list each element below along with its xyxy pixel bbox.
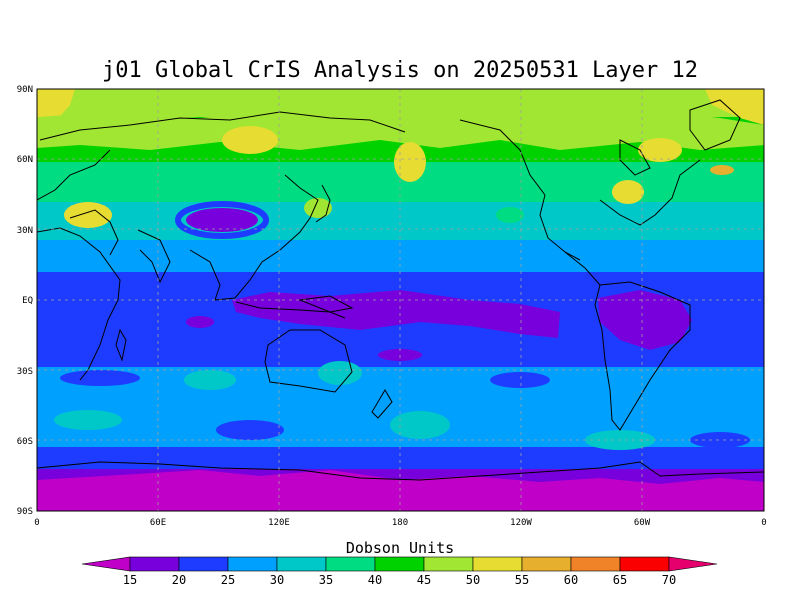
lat-label: 90S [17,507,33,517]
lat-label: 90N [17,85,33,95]
colorbar-tick-label: 20 [172,573,186,587]
lon-label: 0 [34,518,39,528]
colorbar-tick-label: 65 [613,573,627,587]
region-yellow-ne [705,89,764,125]
colorbar-tick-label: 50 [466,573,480,587]
coast-namerica-west [539,194,581,261]
coast-europe [37,149,111,201]
colorbar-max-arrow [668,556,718,572]
coast-antarctica [37,461,764,481]
colorbar-tick-label: 25 [221,573,235,587]
colorbar-tick-label: 55 [515,573,529,587]
region-blue-s1 [216,420,284,440]
coast-madagascar [115,328,127,362]
coast-india [137,229,171,284]
region-yellow-arctic-pac [394,142,426,182]
coast-newguinea [298,295,354,313]
band-south-high [37,447,764,469]
region-cyan-spacific [390,411,450,439]
lat-label: 60S [17,437,33,447]
coast-namerica-east [599,159,701,226]
lat-label: EQ [22,296,33,306]
colorbar [81,556,718,572]
colorbar-segment [619,556,670,572]
coast-hudson [619,139,651,176]
region-purple-wpacific [232,290,560,338]
colorbar-tick-label: 15 [123,573,137,587]
coast-indonesia [235,301,346,319]
region-yellow-canada [638,138,682,162]
coast-japan [315,184,331,223]
coast-alaska [459,119,546,196]
coast-greenland [689,99,741,151]
colorbar-tick-label: 40 [368,573,382,587]
coastlines [37,99,764,481]
lon-axis: 0 60E 120E 180 120W 60W 0 [34,518,766,528]
lat-label: 60N [17,155,33,165]
region-yellow-arabia [64,202,112,228]
lat-label: 30S [17,367,33,377]
region-purple-samerica [598,290,692,350]
lon-label: 60W [634,518,651,528]
coast-seasia [189,249,281,301]
region-yellow-japan [304,198,332,218]
region-purple-antarctic-bulge [37,470,764,495]
region-cyan-sindian [184,370,236,390]
region-orange-canada [710,165,734,175]
lon-label: 120W [510,518,532,528]
region-blue-s3 [690,432,750,448]
lon-label: 60E [150,518,166,528]
coast-australia [264,329,353,393]
colorbar-segment [276,556,327,572]
colorbar-tick-label: 35 [319,573,333,587]
lon-label: 120E [268,518,290,528]
map-title: j01 Global CrIS Analysis on 20250531 Lay… [102,58,698,83]
colorbar-tick-label: 30 [270,573,284,587]
colorbar-segment [227,556,278,572]
coast-arabia [69,209,119,256]
region-blue-s4 [60,370,140,386]
map-frame [36,88,765,512]
coast-china [279,174,319,251]
ozone-field [37,89,764,511]
region-lowozone-tibet [186,208,258,232]
region-yellow-siberia [222,126,278,154]
colorbar-ticks: 15 20 25 30 35 40 45 50 55 60 65 70 [123,573,676,587]
colorbar-tick-label: 70 [662,573,676,587]
colorbar-tick-label: 60 [564,573,578,587]
colorbar-title: Dobson Units [346,539,454,557]
colorbar-tick-label: 45 [417,573,431,587]
lon-label: 180 [392,518,408,528]
coast-nz [371,389,393,419]
coast-samerica [594,281,691,431]
region-green-pacific [496,207,524,223]
band-subtropic-north [37,202,764,240]
coast-arctic-eurasia [39,111,406,141]
region-lowozone-tibet-edge [175,201,269,239]
region-purple-indian [186,316,214,328]
graticule [37,89,764,511]
colorbar-segment [374,556,425,572]
region-blue-s2 [490,372,550,388]
lon-label: 0 [761,518,766,528]
colorbar-segment [472,556,523,572]
coast-central-america [564,251,601,286]
region-cyan-sindian2 [54,410,122,430]
colorbar-segment [521,556,572,572]
lat-axis: 90N 60N 30N EQ 30S 60S 90S [17,85,33,517]
coast-africa-east [37,227,121,381]
region-lightgreen-north [37,100,764,150]
colorbar-segment [423,556,474,572]
region-cyan-australia [318,361,362,385]
region-yellow-namerica [612,180,644,204]
colorbar-segment [178,556,229,572]
colorbar-min-arrow [81,556,131,572]
lat-label: 30N [17,226,33,236]
colorbar-segment [129,556,180,572]
colorbar-segment [570,556,621,572]
colorbar-segment [325,556,376,572]
